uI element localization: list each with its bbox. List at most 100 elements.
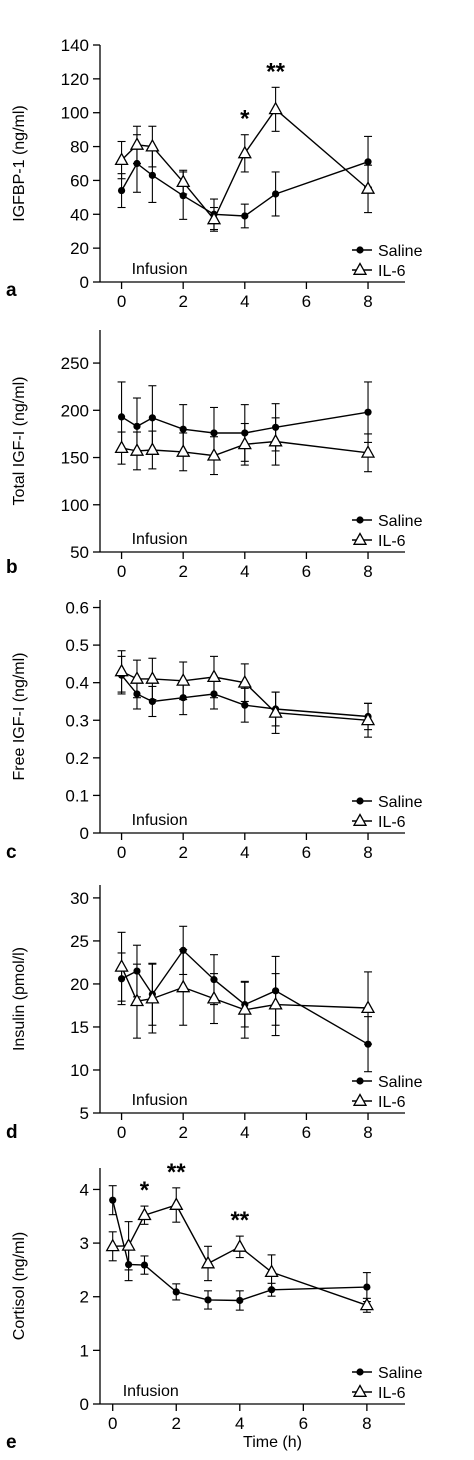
data-point [272,190,280,198]
panel-c: 0 0.1 0.2 0.3 0.4 0.5 0.6 0 2 4 6 8 Free IGF-I (ng/m… [6,599,423,863]
y-tick-label: 3 [80,1234,89,1253]
data-point [117,186,126,195]
y-tick-label: 100 [61,104,89,123]
x-tick-label: 6 [299,1414,308,1433]
legend-label: IL-6 [378,1385,406,1402]
x-tick-label: 6 [302,562,311,581]
panel-b: 50 100 150 200 250 0 2 4 6 8 Total IGF-I (ng/ml) b I… [6,330,423,581]
x-tick-label: 2 [172,1414,181,1433]
panel-letter: b [6,557,18,578]
series-il-6 [114,86,376,232]
data-point [114,958,129,972]
panel-letter: c [6,842,17,863]
data-point [176,979,191,993]
panel-d: 5 10 15 20 25 30 0 2 4 6 8 Insulin (pmol/l) d Infusio… [6,885,423,1143]
x-tick-label: 2 [178,1123,187,1142]
data-point [176,672,191,686]
data-point [236,1296,244,1305]
x-tick-label: 2 [178,843,187,862]
legend-label: Saline [378,513,423,530]
data-point [360,712,376,726]
y-tick-label: 1 [80,1341,89,1360]
data-point [364,408,372,416]
data-point [114,152,129,166]
x-tick-label: 4 [240,843,249,862]
data-point [176,174,191,188]
data-point [129,993,145,1007]
data-point [148,171,156,179]
legend-marker [356,516,364,524]
data-point [114,663,129,677]
legend-marker [356,1368,364,1376]
panel-letter: a [6,280,17,301]
legend-label: Saline [378,794,423,811]
x-tick-label: 0 [117,292,126,311]
x-tick-label: 0 [117,1123,126,1142]
y-tick-label: 30 [70,889,89,908]
data-point [179,425,187,433]
y-tick-label: 120 [61,70,89,89]
data-point [360,444,376,458]
data-point [114,440,129,454]
y-axis-label: Total IGF-I (ng/ml) [11,377,28,506]
series-il-6 [114,650,376,738]
data-point [145,442,160,455]
x-tick-label: 6 [302,843,311,862]
data-point [268,704,283,718]
legend-label: Saline [378,1074,423,1091]
legend-marker [352,262,368,275]
series-line [112,1204,368,1306]
x-tick-label: 6 [302,1123,311,1142]
x-tick-label: 0 [108,1414,117,1433]
y-tick-label: 0.6 [65,599,89,618]
y-tick-label: 50 [70,543,89,562]
y-tick-label: 40 [70,205,89,224]
y-tick-label: 2 [80,1288,89,1307]
data-point [206,447,222,461]
data-point [360,181,376,194]
data-point [133,422,141,430]
y-tick-label: 0.1 [65,786,89,805]
y-tick-label: 80 [70,138,89,157]
legend-label: Saline [378,243,423,260]
legend-label: IL-6 [378,533,406,550]
data-point [237,1001,252,1015]
legend-marker [356,1077,364,1085]
data-point [363,1283,371,1291]
x-tick-label: 4 [240,562,249,581]
y-tick-label: 0 [80,824,89,843]
data-point [172,1288,180,1296]
panel-a: 0 20 40 60 80 100 120 140 0 2 4 6 8 IGFBP-1 (ng/ml) a I… [6,36,423,311]
panel-letter: e [6,1432,17,1453]
infusion-annotation: Infusion [132,1092,188,1109]
x-tick-label: 4 [235,1414,244,1433]
series-il-6 [105,1187,375,1313]
data-point [129,137,145,150]
x-tick-label: 8 [363,1123,372,1142]
y-tick-label: 200 [61,401,89,420]
x-axis-label: Time (h) [243,1434,302,1451]
panel-e: 0 1 2 3 4 0 2 4 6 8 Cortisol (ng/ml) Time (h) e Infus… [6,1159,423,1453]
x-tick-label: 0 [117,562,126,581]
data-point [241,701,249,709]
y-tick-label: 25 [70,932,89,951]
data-point [145,138,160,152]
legend-marker [352,1384,368,1397]
y-axis-label: Cortisol (ng/ml) [11,1232,28,1340]
data-point [206,990,222,1004]
legend-label: Saline [378,1365,423,1382]
data-point [169,1197,184,1210]
y-tick-label: 0.2 [65,749,89,768]
legend-marker [352,1093,368,1106]
data-point [360,1000,376,1014]
data-point [241,212,249,220]
data-point [237,436,252,450]
x-tick-label: 2 [178,292,187,311]
y-tick-label: 20 [70,975,89,994]
significance-marker: ** [230,1207,249,1234]
data-point [268,101,283,115]
y-tick-label: 5 [80,1104,89,1123]
data-point [232,1239,247,1252]
legend-label: IL-6 [378,814,406,831]
